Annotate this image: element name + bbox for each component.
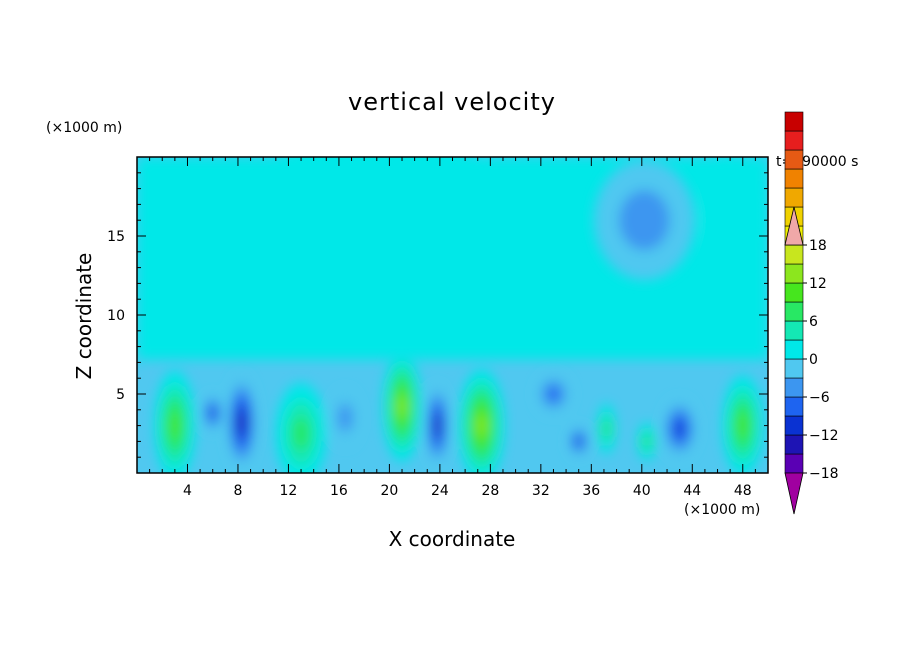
velocity-field [137, 157, 768, 473]
feature-0 [169, 411, 180, 440]
feature-6 [435, 417, 440, 434]
x-axis-label: X coordinate [388, 527, 516, 551]
x-tick-label: 48 [734, 483, 752, 499]
y-unit-label: (×1000 m) [46, 120, 123, 136]
x-tick-label: 40 [633, 483, 651, 499]
x-tick-label: 24 [431, 483, 449, 499]
feature-layer [154, 157, 763, 473]
colorbar-tick-label: 18 [809, 238, 827, 254]
x-tick-label: 16 [330, 483, 348, 499]
colorbar-bin [784, 434, 804, 455]
x-tick-label: 8 [233, 483, 242, 499]
feature-12 [675, 421, 685, 437]
feature-16 [250, 157, 503, 308]
colorbar-bin [784, 149, 804, 170]
colorbar-bin [784, 187, 804, 208]
colorbar-tick-label: 6 [809, 314, 818, 330]
x-tick-label: 28 [481, 483, 499, 499]
x-tick-label: 12 [280, 483, 298, 499]
colorbar-bin [784, 168, 804, 189]
feature-9 [576, 437, 582, 446]
colorbar-bin [784, 358, 804, 379]
feature-13 [737, 412, 748, 439]
chart-title: vertical velocity [348, 88, 556, 116]
colorbar-min-extension [784, 472, 804, 515]
colorbar-bin [784, 377, 804, 398]
colorbar-bin [784, 301, 804, 322]
x-tick-label: 20 [380, 483, 398, 499]
colorbar-bin [784, 130, 804, 151]
colorbar-bin [784, 244, 804, 265]
colorbar-bin [784, 282, 804, 303]
feature-10 [603, 420, 610, 438]
feature-8 [547, 387, 560, 401]
feature-11 [643, 435, 650, 448]
colorbar-bin [784, 263, 804, 284]
colorbar-tick-label: −12 [809, 428, 839, 444]
colorbar-bin [784, 396, 804, 417]
colorbar-tick-label: −18 [809, 466, 839, 482]
colorbar-max-extension [784, 206, 804, 246]
feature-2 [238, 412, 245, 432]
feature-3 [292, 416, 310, 451]
x-tick-label: 4 [183, 483, 192, 499]
colorbar-bin [784, 415, 804, 436]
colorbar-tick-label: 12 [809, 276, 827, 292]
feature-7 [476, 414, 487, 437]
feature-5 [398, 395, 406, 418]
y-tick-label: 15 [107, 229, 125, 245]
feature-14 [702, 161, 758, 270]
y-tick-label: 5 [116, 387, 125, 403]
x-tick-label: 44 [683, 483, 701, 499]
colorbar-tick-label: −6 [809, 390, 830, 406]
colorbar: 18 12 6 0 −6 −12 −18 [784, 111, 839, 515]
feature-4 [337, 403, 353, 432]
y-tick-label: 10 [107, 308, 125, 324]
x-unit-label: (×1000 m) [684, 502, 761, 518]
x-tick-label: 32 [532, 483, 550, 499]
colorbar-bin [784, 320, 804, 341]
colorbar-tick-label: 0 [809, 352, 818, 368]
colorbar-bin [784, 453, 804, 474]
x-tick-label: 36 [582, 483, 600, 499]
colorbar-bin [784, 339, 804, 360]
feature-1 [210, 408, 216, 418]
colorbar-bin [784, 111, 804, 132]
feature-15 [619, 190, 670, 251]
